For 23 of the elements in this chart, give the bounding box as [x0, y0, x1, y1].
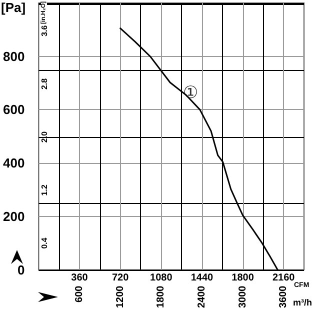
x2-tick-label: 600: [74, 285, 86, 302]
y-tick-label: 600: [2, 102, 25, 118]
y2-tick-label: 2.0: [40, 130, 50, 143]
y-tick-label: 400: [2, 156, 25, 171]
y2-tick-label: 2.8: [40, 78, 50, 90]
x2-tick-label: 3600: [278, 285, 290, 308]
x2-axis-title: m³/h: [293, 298, 312, 308]
x2-tick-label: 2400: [196, 285, 208, 308]
x-tick-label: 2160: [272, 272, 296, 284]
y2-tick-label: 0.4: [40, 237, 50, 249]
x-tick-label: 1440: [190, 272, 214, 284]
x-tick-label: 1080: [150, 272, 173, 284]
y-tick-label: 200: [2, 208, 25, 224]
x-tick-label: 720: [112, 272, 130, 284]
y2-tick-label: 1.2: [40, 184, 50, 196]
y2-tick-label: 3.6: [40, 24, 50, 36]
x2-tick-label: 1200: [114, 285, 126, 308]
y-axis-title: [Pa]: [1, 0, 26, 15]
x-tick-label: 1800: [232, 272, 254, 284]
x2-tick-label: 3000: [237, 285, 248, 308]
y-tick-label: 0: [17, 262, 25, 278]
x-tick-label: 360: [71, 272, 88, 284]
y-tick-label: 800: [2, 48, 25, 64]
